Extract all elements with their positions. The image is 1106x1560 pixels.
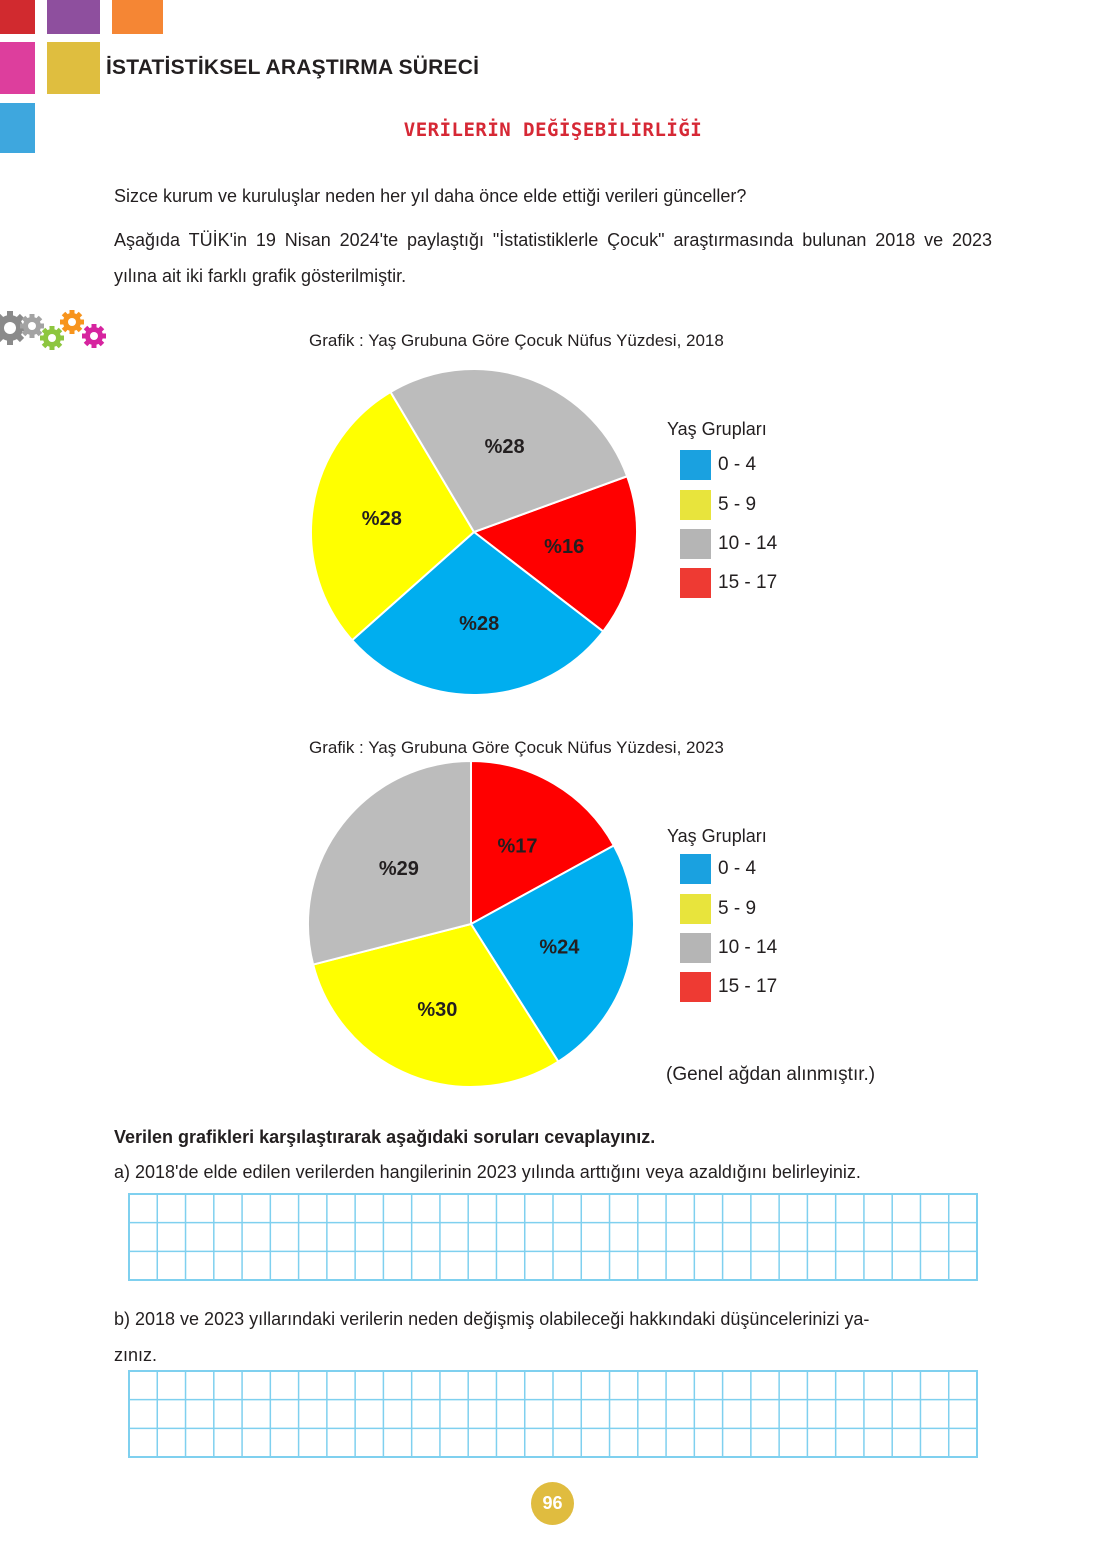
pie-data-label: %17 — [497, 835, 537, 857]
pie-slice-0-4 — [469, 844, 636, 1064]
gear-gray-small-icon — [20, 314, 44, 338]
chart-2023-title: Grafik : Yaş Grubuna Göre Çocuk Nüfus Yü… — [309, 738, 724, 757]
pie-slice-15-17 — [471, 474, 638, 633]
legend-label: 10 - 14 — [718, 533, 778, 554]
corner-square-purple — [47, 0, 100, 34]
legend-swatch-gray — [680, 933, 711, 963]
question-b-line2: zınız. — [114, 1345, 158, 1365]
legend-swatch-yellow — [680, 894, 711, 924]
legend-swatch-blue — [680, 450, 711, 480]
corner-square-orange — [112, 0, 163, 34]
intro-question: Sizce kurum ve kuruluşlar neden her yıl … — [114, 186, 747, 206]
pie-slice-10-14 — [389, 368, 629, 534]
legend-label: 0 - 4 — [718, 858, 757, 879]
gear-magenta-icon — [82, 324, 106, 348]
legend-label: 5 - 9 — [718, 898, 757, 919]
legend-label: 0 - 4 — [718, 454, 757, 475]
pie-data-label: %28 — [362, 508, 402, 530]
source-note: (Genel ağdan alınmıştır.) — [666, 1064, 876, 1085]
pie-slice-15-17 — [470, 759, 616, 926]
questions-heading: Verilen grafikleri karşılaştırarak aşağı… — [114, 1127, 656, 1147]
pie-slice-5-9 — [311, 922, 560, 1088]
intro-description: Aşağıda TÜİK'in 19 Nisan 2024'te paylaşt… — [114, 230, 992, 286]
legend-label: 15 - 17 — [718, 572, 778, 593]
corner-square-red — [0, 0, 35, 34]
pie-chart-2018: %16 %28 %28 %28 — [310, 368, 638, 696]
pie-data-label: %29 — [379, 858, 419, 880]
legend-swatch-red — [680, 568, 711, 598]
page-number: 96 — [531, 1482, 574, 1525]
section-title: VERİLERİN DEĞİŞEBİLİRLİĞİ — [403, 119, 703, 141]
pie-data-label: %30 — [417, 999, 457, 1021]
corner-square-pink — [0, 42, 35, 94]
gear-orange-icon — [60, 310, 84, 334]
pie-slice-10-14 — [307, 759, 472, 966]
legend-swatch-blue — [680, 854, 711, 884]
pie-slice-0-4 — [350, 530, 605, 696]
legend-label: 5 - 9 — [718, 494, 757, 515]
corner-square-blue — [0, 103, 35, 153]
pie-data-label: %16 — [544, 536, 584, 558]
question-a: a) 2018'de elde edilen verilerden hangil… — [114, 1162, 861, 1182]
gear-gray-icon — [0, 311, 27, 345]
legend-2018-title: Yaş Grupları — [667, 419, 767, 439]
gear-green-icon — [40, 326, 64, 350]
header-title: İSTATİSTİKSEL ARAŞTIRMA SÜRECİ — [106, 56, 480, 79]
pie-data-label: %24 — [539, 937, 580, 959]
answer-grid-a[interactable] — [128, 1193, 978, 1281]
chart-2018-title: Grafik : Yaş Grubuna Göre Çocuk Nüfus Yü… — [309, 331, 724, 350]
corner-square-yellow — [47, 42, 100, 94]
pie-chart-2023: %17 %24 %30 %29 — [307, 759, 636, 1088]
pie-data-label: %28 — [459, 613, 499, 635]
legend-2023-title: Yaş Grupları — [667, 826, 767, 846]
legend-label: 15 - 17 — [718, 976, 778, 997]
legend-swatch-gray — [680, 529, 711, 559]
legend-swatch-red — [680, 972, 711, 1002]
gears-icon — [0, 310, 106, 350]
answer-grid-b[interactable] — [128, 1370, 978, 1458]
question-b-line1: b) 2018 ve 2023 yıllarındaki verilerin n… — [114, 1309, 870, 1329]
pie-slice-5-9 — [310, 390, 476, 642]
legend-label: 10 - 14 — [718, 937, 778, 958]
legend-swatch-yellow — [680, 490, 711, 520]
pie-data-label: %28 — [485, 436, 525, 458]
